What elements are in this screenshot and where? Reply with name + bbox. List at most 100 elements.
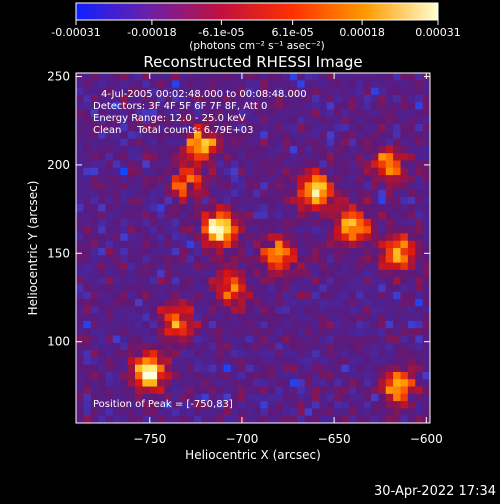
heatmap-cell <box>164 182 173 190</box>
heatmap-cell <box>422 393 430 402</box>
heatmap-cell <box>334 233 342 242</box>
heatmap-cell <box>260 94 269 103</box>
heatmap-cell <box>98 401 106 409</box>
heatmap-cell <box>157 204 165 212</box>
annotation-time-range: 4-Jul-2005 00:02:48.000 to 00:08:48.000 <box>101 89 307 100</box>
heatmap-cell <box>260 386 269 395</box>
heatmap-cell <box>238 116 246 125</box>
heatmap-cell <box>304 313 313 322</box>
heatmap-cell <box>348 80 357 88</box>
heatmap-cell <box>112 233 121 242</box>
heatmap-cell <box>127 415 136 423</box>
heatmap-cell <box>105 182 114 190</box>
heatmap-cell <box>267 189 276 198</box>
heatmap-cell <box>76 240 84 249</box>
heatmap-cell <box>142 138 151 147</box>
heatmap-cell <box>356 313 364 322</box>
heatmap-cell <box>253 415 261 423</box>
heatmap-cell <box>201 401 210 409</box>
heatmap-cell <box>422 408 430 417</box>
heatmap-cell <box>186 313 195 322</box>
heatmap-cell <box>363 320 372 329</box>
heatmap-cell <box>120 269 128 278</box>
heatmap-cell <box>216 291 224 300</box>
heatmap-cell <box>415 328 423 336</box>
heatmap-cell <box>76 182 84 190</box>
heatmap-cell <box>407 182 416 190</box>
heatmap-cell <box>385 408 394 417</box>
heatmap-cell <box>105 320 114 329</box>
heatmap-cell <box>142 226 151 234</box>
heatmap-cell <box>105 335 114 344</box>
heatmap-cell <box>267 248 276 256</box>
heatmap-cell <box>304 226 313 234</box>
heatmap-cell <box>90 393 99 402</box>
heatmap-cell <box>297 196 305 205</box>
heatmap-cell <box>289 335 298 344</box>
heatmap-cell <box>230 262 239 271</box>
heatmap-cell <box>297 233 305 242</box>
heatmap-cell <box>179 240 187 249</box>
heatmap-cell <box>223 204 232 212</box>
heatmap-cell <box>312 269 320 278</box>
heatmap-cell <box>149 269 158 278</box>
heatmap-cell <box>275 357 283 365</box>
heatmap-cell <box>289 371 298 380</box>
heatmap-cell <box>363 328 372 336</box>
heatmap-cell <box>186 328 195 336</box>
heatmap-cell <box>142 109 151 118</box>
heatmap-cell <box>363 167 372 176</box>
heatmap-cell <box>326 386 335 395</box>
heatmap-cell <box>238 167 246 176</box>
heatmap-cell <box>223 189 232 198</box>
heatmap-cell <box>171 277 180 285</box>
heatmap-cell <box>312 306 320 314</box>
heatmap-cell <box>208 196 217 205</box>
heatmap-cell <box>326 116 335 125</box>
heatmap-cell <box>334 73 342 81</box>
heatmap-cell <box>371 255 379 263</box>
heatmap-cell <box>171 153 180 161</box>
heatmap-cell <box>142 328 151 336</box>
heatmap-cell <box>164 415 173 423</box>
heatmap-cell <box>76 379 84 387</box>
heatmap-cell <box>312 386 320 395</box>
heatmap-cell <box>208 306 217 314</box>
heatmap-cell <box>135 153 143 161</box>
heatmap-cell <box>282 248 291 256</box>
heatmap-cell <box>253 167 261 176</box>
heatmap-cell <box>297 102 305 110</box>
heatmap-cell <box>312 240 320 249</box>
heatmap-cell <box>385 189 394 198</box>
heatmap-cell <box>304 364 313 373</box>
heatmap-cell <box>407 357 416 365</box>
heatmap-cell <box>179 255 187 263</box>
heatmap-cell <box>164 240 173 249</box>
heatmap-cell <box>208 364 217 373</box>
heatmap-cell <box>112 408 121 417</box>
heatmap-cell <box>223 182 232 190</box>
heatmap-cell <box>356 138 364 147</box>
heatmap-cell <box>378 401 387 409</box>
heatmap-cell <box>186 248 195 256</box>
heatmap-cell <box>289 73 298 81</box>
heatmap-cell <box>120 182 128 190</box>
heatmap-cell <box>142 415 151 423</box>
heatmap-cell <box>385 342 394 351</box>
heatmap-cell <box>83 196 92 205</box>
heatmap-cell <box>223 87 232 96</box>
heatmap-cell <box>76 328 84 336</box>
heatmap-cell <box>253 408 261 417</box>
heatmap-cell <box>400 204 409 212</box>
heatmap-cell <box>289 226 298 234</box>
heatmap-cell <box>238 233 246 242</box>
heatmap-cell <box>135 350 143 358</box>
heatmap-cell <box>164 160 173 169</box>
heatmap-cell <box>223 401 232 409</box>
heatmap-cell <box>415 299 423 307</box>
heatmap-cell <box>363 393 372 402</box>
heatmap-cell <box>260 255 269 263</box>
heatmap-cell <box>120 357 128 365</box>
heatmap-cell <box>334 350 342 358</box>
heatmap-cell <box>83 328 92 336</box>
